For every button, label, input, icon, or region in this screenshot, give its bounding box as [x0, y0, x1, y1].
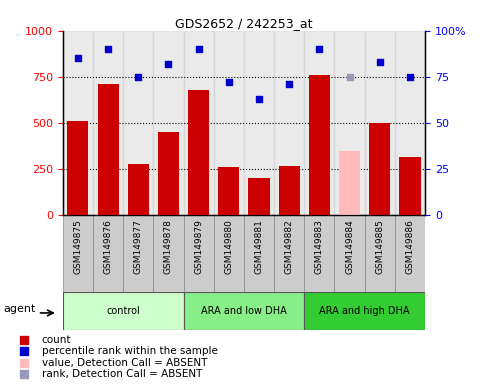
Bar: [365, 215, 395, 292]
Text: percentile rank within the sample: percentile rank within the sample: [42, 346, 218, 356]
Bar: [158, 132, 179, 215]
Point: [20, 348, 28, 354]
Point: [376, 59, 384, 65]
Point: [20, 360, 28, 366]
Point: [406, 74, 414, 80]
Text: agent: agent: [3, 304, 36, 314]
Point: [195, 46, 202, 52]
Bar: [218, 167, 240, 215]
Bar: [128, 164, 149, 215]
Bar: [184, 31, 213, 215]
Text: ARA and high DHA: ARA and high DHA: [319, 306, 410, 316]
Bar: [93, 31, 123, 215]
Bar: [309, 75, 330, 215]
Bar: [304, 31, 334, 215]
Bar: [188, 90, 209, 215]
Text: GSM149883: GSM149883: [315, 219, 324, 274]
Text: value, Detection Call = ABSENT: value, Detection Call = ABSENT: [42, 358, 207, 368]
Bar: [395, 215, 425, 292]
Bar: [334, 215, 365, 292]
Text: GSM149877: GSM149877: [134, 219, 143, 274]
Bar: [154, 31, 184, 215]
Bar: [123, 215, 154, 292]
Text: GSM149882: GSM149882: [284, 219, 294, 274]
Text: rank, Detection Call = ABSENT: rank, Detection Call = ABSENT: [42, 369, 202, 379]
Bar: [244, 215, 274, 292]
Bar: [213, 215, 244, 292]
Text: GSM149886: GSM149886: [405, 219, 414, 274]
Text: control: control: [106, 306, 140, 316]
Text: GSM149881: GSM149881: [255, 219, 264, 274]
Text: GSM149884: GSM149884: [345, 219, 354, 274]
Point: [255, 96, 263, 102]
Text: GSM149880: GSM149880: [224, 219, 233, 274]
Bar: [369, 123, 390, 215]
Bar: [395, 31, 425, 215]
Bar: [365, 31, 395, 215]
Bar: [248, 178, 270, 215]
Bar: [98, 84, 119, 215]
Title: GDS2652 / 242253_at: GDS2652 / 242253_at: [175, 17, 313, 30]
Bar: [279, 166, 300, 215]
Bar: [63, 31, 93, 215]
Point: [225, 79, 233, 85]
Text: GSM149875: GSM149875: [73, 219, 83, 274]
Bar: [339, 151, 360, 215]
Bar: [123, 31, 154, 215]
Bar: [93, 215, 123, 292]
Bar: [213, 31, 244, 215]
Bar: [63, 292, 184, 330]
Bar: [67, 121, 88, 215]
Point: [74, 55, 82, 61]
Bar: [244, 31, 274, 215]
Bar: [304, 292, 425, 330]
Point: [134, 74, 142, 80]
Bar: [304, 215, 334, 292]
Text: count: count: [42, 335, 71, 345]
Point: [315, 46, 323, 52]
Bar: [184, 215, 213, 292]
Text: GSM149878: GSM149878: [164, 219, 173, 274]
Point: [20, 337, 28, 343]
Point: [285, 81, 293, 87]
Point: [165, 61, 172, 67]
Text: GSM149876: GSM149876: [103, 219, 113, 274]
Bar: [154, 215, 184, 292]
Bar: [274, 31, 304, 215]
Point: [346, 74, 354, 80]
Bar: [63, 215, 93, 292]
Bar: [274, 215, 304, 292]
Bar: [399, 157, 421, 215]
Bar: [334, 31, 365, 215]
Point: [20, 371, 28, 377]
Text: GSM149885: GSM149885: [375, 219, 384, 274]
Text: GSM149879: GSM149879: [194, 219, 203, 274]
Bar: [184, 292, 304, 330]
Text: ARA and low DHA: ARA and low DHA: [201, 306, 287, 316]
Point: [104, 46, 112, 52]
